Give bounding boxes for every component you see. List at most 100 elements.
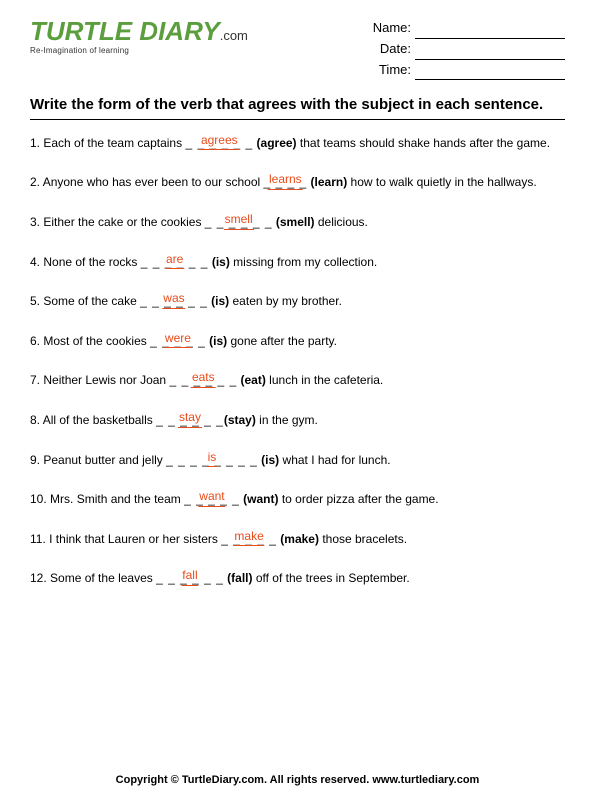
answer-text: are: [165, 250, 184, 270]
answer-text: was: [162, 289, 185, 309]
question-item: 8. All of the basketballs _ _ _ stay _ _…: [30, 411, 565, 430]
question-pre: Anyone who has ever been to our school: [43, 175, 264, 189]
verb-hint: (make): [277, 532, 319, 546]
question-item: 5. Some of the cake _ _ _ was _ _ _ (is)…: [30, 292, 565, 311]
info-fields: Name: Date: Time:: [373, 18, 565, 80]
question-pre: Each of the team captains: [43, 136, 185, 150]
answer-blank[interactable]: _ _ _ agrees _ _ _: [185, 134, 253, 153]
answer-text: were: [164, 329, 192, 349]
verb-hint: (is): [208, 294, 229, 308]
question-post: gone after the party.: [227, 334, 337, 348]
answer-blank[interactable]: _ _ _ smell _ _ _: [205, 213, 273, 232]
name-label: Name:: [373, 20, 411, 35]
verb-hint: (want): [240, 492, 279, 506]
question-list: 1. Each of the team captains _ _ _ agree…: [30, 134, 565, 588]
answer-text: is: [207, 448, 218, 468]
question-item: 7. Neither Lewis nor Joan _ _ _ eats _ _…: [30, 371, 565, 390]
answer-blank[interactable]: _ _ _ are _ _ _: [141, 253, 209, 272]
answer-blank[interactable]: _ _ _ was _ _ _: [140, 292, 208, 311]
answer-blank[interactable]: _ _ _ eats _ _ _: [169, 371, 237, 390]
question-item: 12. Some of the leaves _ _ _ fall _ _ _ …: [30, 569, 565, 588]
question-number: 11.: [30, 532, 46, 546]
dash-right: _ _ _ _: [214, 453, 258, 467]
answer-text: want: [198, 487, 225, 507]
question-number: 6.: [30, 334, 40, 348]
question-post: in the gym.: [256, 413, 318, 427]
answer-blank[interactable]: _ _ learns _ _: [264, 173, 308, 192]
question-pre: I think that Lauren or her sisters: [49, 532, 221, 546]
question-item: 2. Anyone who has ever been to our schoo…: [30, 173, 565, 192]
question-post: delicious.: [315, 215, 368, 229]
question-number: 1.: [30, 136, 40, 150]
question-post: lunch in the cafeteria.: [266, 373, 383, 387]
question-post: off of the trees in September.: [253, 571, 410, 585]
question-number: 8.: [30, 413, 40, 427]
question-pre: None of the rocks: [43, 255, 140, 269]
answer-blank[interactable]: _ _ _ want _ _: [184, 490, 240, 509]
logo-tagline: Re-Imagination of learning: [30, 46, 248, 55]
verb-hint: (agree): [253, 136, 296, 150]
question-post: that teams should shake hands after the …: [297, 136, 551, 150]
verb-hint: (is): [206, 334, 227, 348]
instructions: Write the form of the verb that agrees w…: [30, 94, 565, 120]
header: TURTLE DIARY.com Re-Imagination of learn…: [30, 18, 565, 80]
answer-blank[interactable]: _ _ _ make _ _: [221, 530, 277, 549]
question-item: 10. Mrs. Smith and the team _ _ _ want _…: [30, 490, 565, 509]
verb-hint: (smell): [273, 215, 315, 229]
question-post: to order pizza after the game.: [278, 492, 438, 506]
answer-text: fall: [181, 566, 198, 586]
verb-hint: (is): [208, 255, 229, 269]
question-number: 5.: [30, 294, 40, 308]
time-label: Time:: [379, 62, 411, 77]
name-field: Name:: [373, 18, 565, 39]
logo-main: TURTLE DIARY.com: [30, 18, 248, 44]
date-field: Date:: [373, 39, 565, 60]
question-number: 10.: [30, 492, 47, 506]
answer-text: stay: [178, 408, 202, 428]
answer-text: agrees: [200, 131, 239, 151]
date-label: Date:: [380, 41, 411, 56]
question-number: 7.: [30, 373, 40, 387]
question-pre: Neither Lewis nor Joan: [43, 373, 169, 387]
answer-text: smell: [224, 210, 254, 230]
question-number: 3.: [30, 215, 40, 229]
logo-text: TURTLE DIARY: [30, 16, 220, 46]
question-item: 11. I think that Lauren or her sisters _…: [30, 530, 565, 549]
question-item: 6. Most of the cookies _ _ _ were _ _ (i…: [30, 332, 565, 351]
question-number: 2.: [30, 175, 40, 189]
question-item: 3. Either the cake or the cookies _ _ _ …: [30, 213, 565, 232]
time-line[interactable]: [415, 79, 565, 80]
answer-text: make: [233, 527, 264, 547]
time-field: Time:: [373, 60, 565, 81]
question-pre: Peanut butter and jelly: [43, 453, 166, 467]
verb-hint: (stay): [224, 413, 256, 427]
question-post: what I had for lunch.: [279, 453, 390, 467]
question-post: missing from my collection.: [230, 255, 377, 269]
question-number: 4.: [30, 255, 40, 269]
verb-hint: (is): [258, 453, 279, 467]
verb-hint: (fall): [224, 571, 253, 585]
logo: TURTLE DIARY.com Re-Imagination of learn…: [30, 18, 248, 55]
answer-blank[interactable]: _ _ _ were _ _: [150, 332, 206, 351]
question-pre: Either the cake or the cookies: [43, 215, 204, 229]
question-pre: Mrs. Smith and the team: [50, 492, 184, 506]
question-pre: All of the basketballs: [43, 413, 156, 427]
question-pre: Some of the leaves: [50, 571, 156, 585]
question-number: 12.: [30, 571, 47, 585]
question-item: 1. Each of the team captains _ _ _ agree…: [30, 134, 565, 153]
question-post: those bracelets.: [319, 532, 407, 546]
question-item: 4. None of the rocks _ _ _ are _ _ _ (is…: [30, 253, 565, 272]
answer-text: eats: [191, 368, 216, 388]
logo-domain: .com: [220, 28, 248, 43]
answer-blank[interactable]: _ _ _ stay _ _ _: [156, 411, 224, 430]
answer-blank[interactable]: _ _ _ fall _ _ _: [156, 569, 224, 588]
question-post: how to walk quietly in the hallways.: [347, 175, 536, 189]
answer-blank[interactable]: _ _ _ _ is _ _ _ _: [166, 451, 258, 470]
question-pre: Some of the cake: [43, 294, 140, 308]
question-item: 9. Peanut butter and jelly _ _ _ _ is _ …: [30, 451, 565, 470]
question-pre: Most of the cookies: [43, 334, 150, 348]
footer: Copyright © TurtleDiary.com. All rights …: [0, 774, 595, 786]
question-post: eaten by my brother.: [229, 294, 342, 308]
question-number: 9.: [30, 453, 40, 467]
verb-hint: (eat): [237, 373, 266, 387]
